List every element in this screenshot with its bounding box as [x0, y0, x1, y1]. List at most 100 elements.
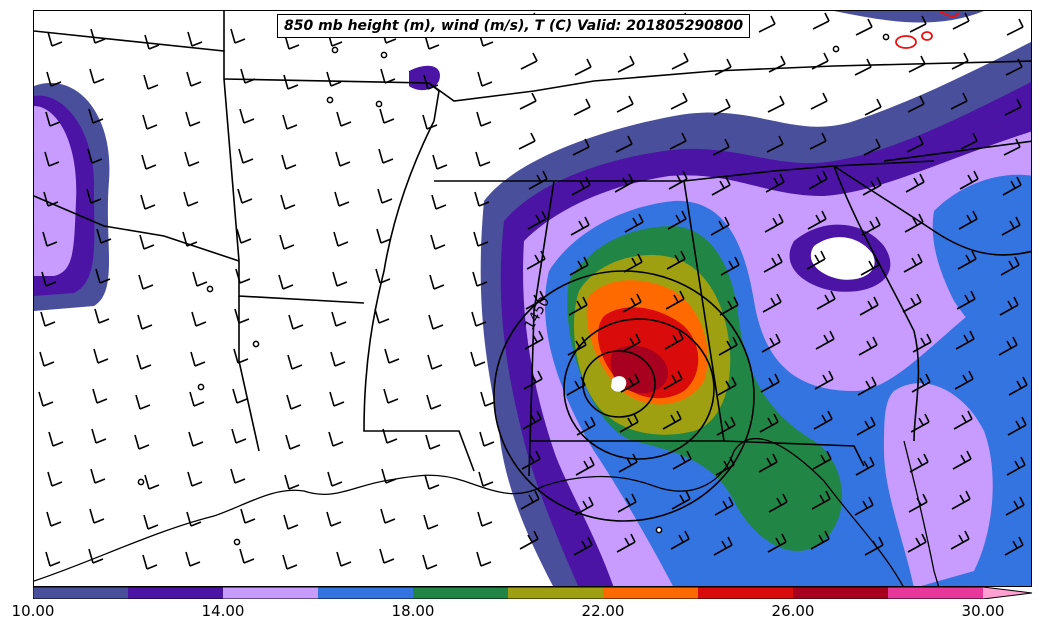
wind-barb-icon	[616, 95, 634, 113]
wind-barb-icon	[381, 468, 397, 484]
wind-barb-icon	[238, 148, 254, 164]
wind-barb-icon	[573, 98, 591, 116]
wind-barb-icon	[329, 391, 345, 407]
wind-barb-icon	[89, 68, 105, 84]
wind-barb-icon	[528, 170, 548, 190]
wind-barb-icon	[282, 554, 298, 570]
wind-barb-icon	[519, 530, 539, 550]
calm-circle-icon	[380, 51, 388, 59]
wind-barb-icon	[477, 511, 493, 527]
wind-barb-icon	[235, 268, 251, 284]
wind-barb-icon	[855, 18, 873, 36]
wind-barb-icon	[523, 370, 543, 390]
wind-barb-icon	[907, 95, 925, 113]
wind-barb-icon	[526, 250, 546, 270]
calm-circle-icon	[832, 45, 840, 53]
wind-barb-icon	[135, 394, 151, 410]
calm-circle-icon	[197, 383, 205, 391]
wind-barb-icon	[808, 170, 828, 190]
wind-barb-icon	[379, 108, 395, 124]
wind-barb-icon	[183, 191, 199, 207]
wind-barb-icon	[912, 333, 932, 353]
wind-barb-icon	[807, 210, 827, 230]
colorbar-tick-label: 10.00	[11, 602, 55, 620]
wind-barb-icon	[859, 296, 879, 316]
wind-barb-icon	[566, 376, 586, 396]
wind-barb-icon	[664, 330, 684, 350]
colorbar-segment	[888, 587, 983, 599]
wind-barb-icon	[1000, 256, 1020, 276]
wind-barb-icon	[950, 92, 968, 110]
wind-barb-icon	[663, 370, 683, 390]
wind-barb-icon	[761, 333, 781, 353]
contour-outer	[493, 270, 755, 522]
colorbar-segment	[698, 587, 793, 599]
wind-barb-icon	[423, 74, 439, 90]
border-va	[883, 140, 1031, 162]
colorbar-outline	[33, 587, 1033, 599]
wind-barb-icon	[950, 530, 970, 550]
wind-barb-icon	[43, 191, 59, 207]
calm-circle-icon	[137, 478, 145, 486]
wind-barb-icon	[285, 434, 301, 450]
atlantic-coastline	[903, 440, 940, 586]
wind-barb-icon	[902, 293, 922, 313]
wind-barb-icon	[334, 191, 350, 207]
wind-barb-icon	[328, 431, 344, 447]
wind-barb-icon	[759, 413, 779, 433]
wind-barb-icon	[712, 138, 730, 156]
wind-barb-icon	[87, 148, 103, 164]
wind-barb-icon	[326, 511, 342, 527]
wind-barb-icon	[377, 188, 393, 204]
calm-circles	[137, 33, 890, 546]
wind-barb-icon	[999, 296, 1019, 316]
wind-barb-icon	[811, 52, 829, 70]
wind-barb-icon	[333, 231, 349, 247]
wind-barb-icon	[478, 471, 494, 487]
wind-barb-icon	[860, 256, 880, 276]
wind-barb-icon	[905, 173, 925, 193]
wind-barb-icon	[904, 213, 924, 233]
wind-barb-icon	[189, 391, 205, 407]
calm-circle-icon	[233, 538, 241, 546]
wind-barb-icon	[88, 548, 104, 564]
shade-eye	[611, 376, 627, 392]
map-title: 850 mb height (m), wind (m/s), T (C) Val…	[277, 14, 751, 38]
wind-barb-icon	[90, 28, 106, 44]
wind-barb-icon	[48, 431, 64, 447]
wind-barb-icon	[768, 493, 788, 513]
wind-barb-icon	[422, 554, 438, 570]
wind-barb-icon	[184, 151, 200, 167]
shade-east-blue	[932, 174, 1031, 371]
wind-barb-icon	[336, 551, 352, 567]
wind-barb-icon	[814, 370, 834, 390]
wind-barb-icon	[816, 290, 836, 310]
wind-barb-icon	[810, 530, 830, 550]
wind-barb-icon	[282, 114, 298, 130]
calm-circle-icon	[252, 340, 260, 348]
wind-barb-icon	[953, 410, 973, 430]
wind-barb-icon	[710, 216, 730, 236]
border-al-ga	[683, 180, 725, 442]
wind-barb-icon	[954, 370, 974, 390]
wind-barb-icon	[522, 410, 542, 430]
wind-barb-icon	[185, 111, 201, 127]
wind-barb-icon	[1007, 416, 1027, 436]
wind-barb-icon	[188, 431, 204, 447]
wind-barb-icon	[720, 256, 740, 276]
wind-barb-icon	[624, 213, 644, 233]
wind-barb-icon	[1005, 58, 1023, 76]
wind-barb-icon	[568, 296, 588, 316]
wind-barb-icon	[427, 354, 443, 370]
wind-barb-icon	[383, 388, 399, 404]
red-contours	[895, 11, 960, 49]
wind-barb-icon	[862, 176, 882, 196]
wind-barb-icon	[908, 493, 928, 513]
wind-barb-icon	[669, 132, 687, 150]
wind-barb-icon	[903, 253, 923, 273]
wind-barb-icon	[812, 450, 832, 470]
wind-barb-icon	[96, 228, 112, 244]
border-ms-al	[528, 180, 555, 477]
wind-barb-icon	[762, 293, 782, 313]
shade-west-inner	[34, 106, 77, 276]
